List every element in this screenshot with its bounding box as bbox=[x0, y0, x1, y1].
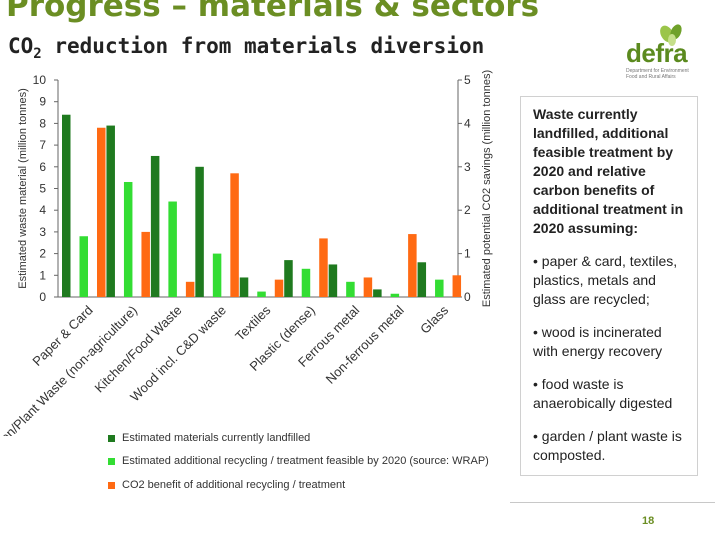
y2-tick-label: 1 bbox=[464, 247, 471, 261]
bar-co2-benefit bbox=[452, 275, 462, 297]
bar-landfilled bbox=[373, 289, 382, 297]
bar-additional bbox=[346, 281, 355, 297]
bar-landfilled bbox=[195, 166, 204, 297]
bar-co2-benefit bbox=[408, 234, 417, 297]
bar-co2-benefit bbox=[319, 238, 328, 297]
y2-tick-label: 4 bbox=[464, 116, 471, 130]
slide-title: Progress – materials & sectors bbox=[6, 0, 540, 24]
y-tick-label: 2 bbox=[39, 247, 46, 261]
bar-additional bbox=[123, 181, 133, 297]
bar-additional bbox=[301, 268, 311, 297]
page-number: 18 bbox=[642, 515, 655, 527]
bar-landfilled bbox=[150, 155, 160, 297]
assumptions-lead: Waste currently landfilled, additional f… bbox=[533, 106, 684, 236]
footer-divider bbox=[510, 502, 715, 503]
subtitle-subscript: 2 bbox=[33, 46, 42, 63]
assumption-bullet: • paper & card, textiles, plastics, meta… bbox=[533, 253, 678, 307]
y-tick-label: 3 bbox=[39, 225, 46, 239]
bar-landfilled bbox=[62, 114, 71, 297]
bar-additional bbox=[257, 291, 266, 297]
legend-label: Estimated additional recycling / treatme… bbox=[122, 455, 489, 467]
assumption-bullet: • garden / plant waste is composted. bbox=[533, 428, 682, 463]
bar-landfilled bbox=[284, 260, 293, 297]
y2-tick-label: 5 bbox=[464, 73, 471, 87]
y2-tick-label: 2 bbox=[464, 203, 471, 217]
bar-chart: 0 1 2 3 4 5 6 7 8 9 10 0 1 2 3 4 5 Estimated waste materi… bbox=[0, 70, 493, 436]
bar-co2-benefit bbox=[230, 173, 239, 297]
bar-landfilled bbox=[417, 262, 427, 297]
bar-additional bbox=[212, 253, 222, 297]
bar-additional bbox=[390, 293, 400, 297]
bar-co2-benefit bbox=[185, 281, 195, 297]
bar-co2-benefit bbox=[97, 127, 106, 297]
y2-tick-label: 0 bbox=[464, 290, 471, 304]
bar-additional bbox=[168, 201, 177, 297]
assumption-bullet: • food waste is anaerobically digested bbox=[533, 376, 673, 411]
y-tick-label: 1 bbox=[39, 268, 46, 282]
legend-swatch bbox=[108, 458, 115, 465]
x-category-label: Glass bbox=[417, 302, 451, 336]
bar-co2-benefit bbox=[274, 279, 284, 297]
bar-landfilled bbox=[328, 264, 338, 297]
logo-tagline: Department for Environment Food and Rura… bbox=[626, 68, 689, 80]
x-category-label: Textiles bbox=[232, 302, 274, 344]
assumption-bullet: • wood is incinerated with energy recove… bbox=[533, 324, 663, 359]
bar-co2-benefit bbox=[363, 277, 373, 297]
leaf-icon bbox=[660, 24, 682, 46]
legend-label: Estimated materials currently landfilled bbox=[122, 432, 311, 444]
slide-subtitle: CO2 reduction from materials diversion bbox=[8, 34, 484, 62]
logo-wordmark: defra bbox=[626, 38, 688, 68]
bar-additional bbox=[79, 236, 88, 297]
y2-tick-label: 3 bbox=[464, 160, 471, 174]
y-tick-label: 6 bbox=[39, 160, 46, 174]
assumptions-textbox: Waste currently landfilled, additional f… bbox=[520, 96, 698, 476]
y-tick-label: 10 bbox=[33, 73, 47, 87]
bar-additional bbox=[435, 279, 444, 297]
legend-swatch bbox=[108, 482, 115, 489]
legend-swatch bbox=[108, 435, 115, 442]
y-tick-label: 0 bbox=[39, 290, 46, 304]
y-tick-label: 4 bbox=[39, 203, 46, 217]
bar-landfilled bbox=[239, 277, 249, 297]
y-tick-label: 5 bbox=[39, 182, 46, 196]
bar-co2-benefit bbox=[141, 231, 150, 297]
y-tick-label: 9 bbox=[39, 95, 46, 109]
bar-landfilled bbox=[106, 125, 115, 297]
subtitle-suffix: reduction from materials diversion bbox=[41, 34, 485, 58]
subtitle-prefix: CO bbox=[8, 34, 34, 58]
legend-label: CO2 benefit of additional recycling / tr… bbox=[122, 479, 346, 491]
x-category-label: Non-ferrous metal bbox=[323, 302, 407, 386]
y-tick-label: 7 bbox=[39, 138, 46, 152]
y-tick-label: 8 bbox=[39, 116, 46, 130]
y-axis-title: Estimated waste material (million tonnes… bbox=[17, 88, 29, 289]
y2-axis-title: Estimated potential CO2 savings (million… bbox=[481, 70, 493, 307]
defra-logo: defra Department for Environment Food an… bbox=[612, 20, 702, 80]
